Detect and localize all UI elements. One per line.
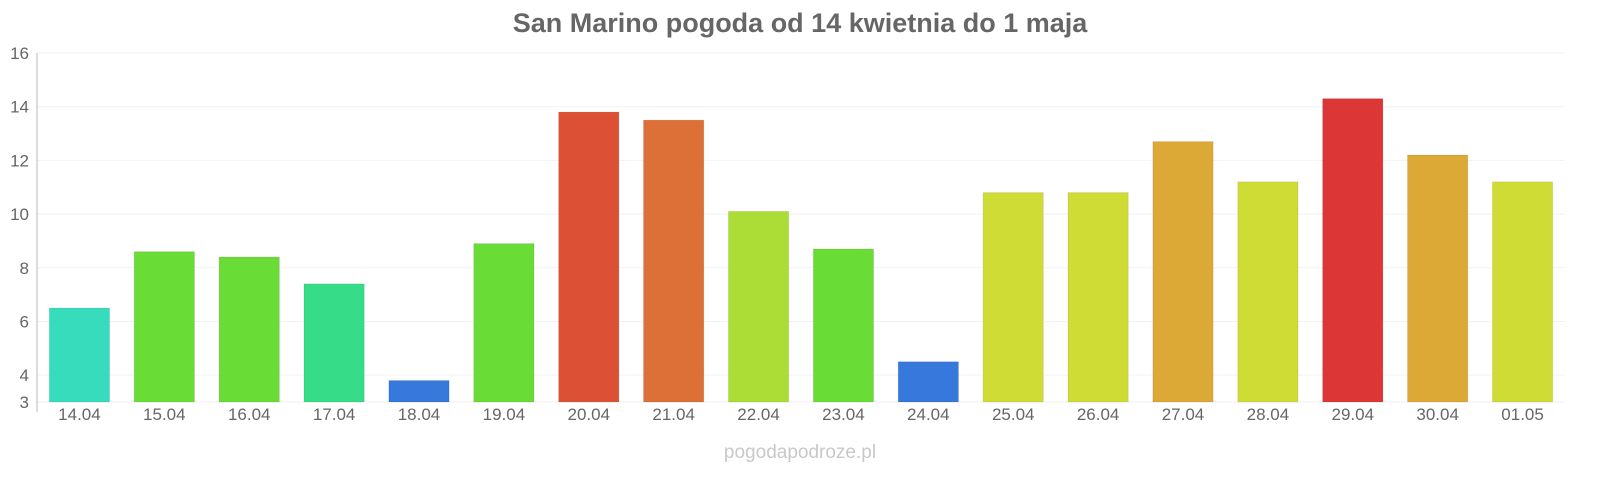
x-tick-label: 24.04: [907, 405, 950, 424]
bar-26.04[interactable]: [1067, 192, 1129, 403]
x-tick-label: 22.04: [737, 405, 780, 424]
bar-20.04[interactable]: [558, 111, 620, 403]
x-tick-label: 14.04: [58, 405, 101, 424]
x-tick-label: 21.04: [652, 405, 695, 424]
y-axis: 3 4 6 8 10 12 14 16: [10, 44, 38, 412]
x-tick-label: 27.04: [1162, 405, 1205, 424]
bar-14.04[interactable]: [48, 307, 111, 403]
x-tick-label: 25.04: [992, 405, 1035, 424]
bar-01.05[interactable]: [1491, 181, 1554, 403]
bar-25.04[interactable]: [982, 192, 1044, 403]
bar-17.04[interactable]: [303, 283, 365, 403]
x-tick-label: 17.04: [313, 405, 356, 424]
x-tick-label: 30.04: [1416, 405, 1459, 424]
y-tick-label: 10: [10, 205, 29, 224]
bars: [48, 98, 1554, 403]
chart-title: San Marino pogoda od 14 kwietnia do 1 ma…: [513, 8, 1089, 38]
x-tick-label: 20.04: [568, 405, 611, 424]
bar-29.04[interactable]: [1322, 98, 1384, 403]
y-tick-label: 12: [10, 151, 29, 170]
y-tick-label: 8: [20, 259, 29, 278]
x-tick-label: 16.04: [228, 405, 271, 424]
bar-22.04[interactable]: [727, 210, 790, 403]
y-tick-label: 4: [20, 366, 29, 385]
x-tick-label: 26.04: [1077, 405, 1120, 424]
gridlines: [37, 52, 1565, 403]
x-tick-label: 23.04: [822, 405, 865, 424]
x-tick-label: 28.04: [1247, 405, 1290, 424]
bar-28.04[interactable]: [1237, 181, 1299, 403]
bar-18.04[interactable]: [388, 380, 450, 403]
y-tick-label: 6: [20, 312, 29, 331]
bar-21.04[interactable]: [643, 119, 705, 403]
y-tick-label: 16: [10, 44, 29, 63]
y-tick-label: 14: [10, 98, 29, 117]
x-tick-label: 01.05: [1501, 405, 1544, 424]
bar-19.04[interactable]: [473, 243, 535, 403]
footer-watermark: pogodapodroze.pl: [724, 442, 876, 463]
bar-30.04[interactable]: [1407, 154, 1469, 403]
y-tick-label: 3: [20, 393, 29, 412]
bar-23.04[interactable]: [812, 248, 875, 403]
x-tick-label: 15.04: [143, 405, 186, 424]
x-tick-label: 19.04: [483, 405, 526, 424]
bar-15.04[interactable]: [133, 251, 195, 403]
x-axis: 14.04 15.04 16.04 17.04 18.04 19.04 20.04 21.04…: [58, 405, 1544, 424]
bar-16.04[interactable]: [218, 256, 280, 403]
bar-24.04[interactable]: [897, 361, 959, 403]
bar-27.04[interactable]: [1152, 141, 1214, 403]
x-tick-label: 29.04: [1332, 405, 1375, 424]
x-tick-label: 18.04: [398, 405, 441, 424]
